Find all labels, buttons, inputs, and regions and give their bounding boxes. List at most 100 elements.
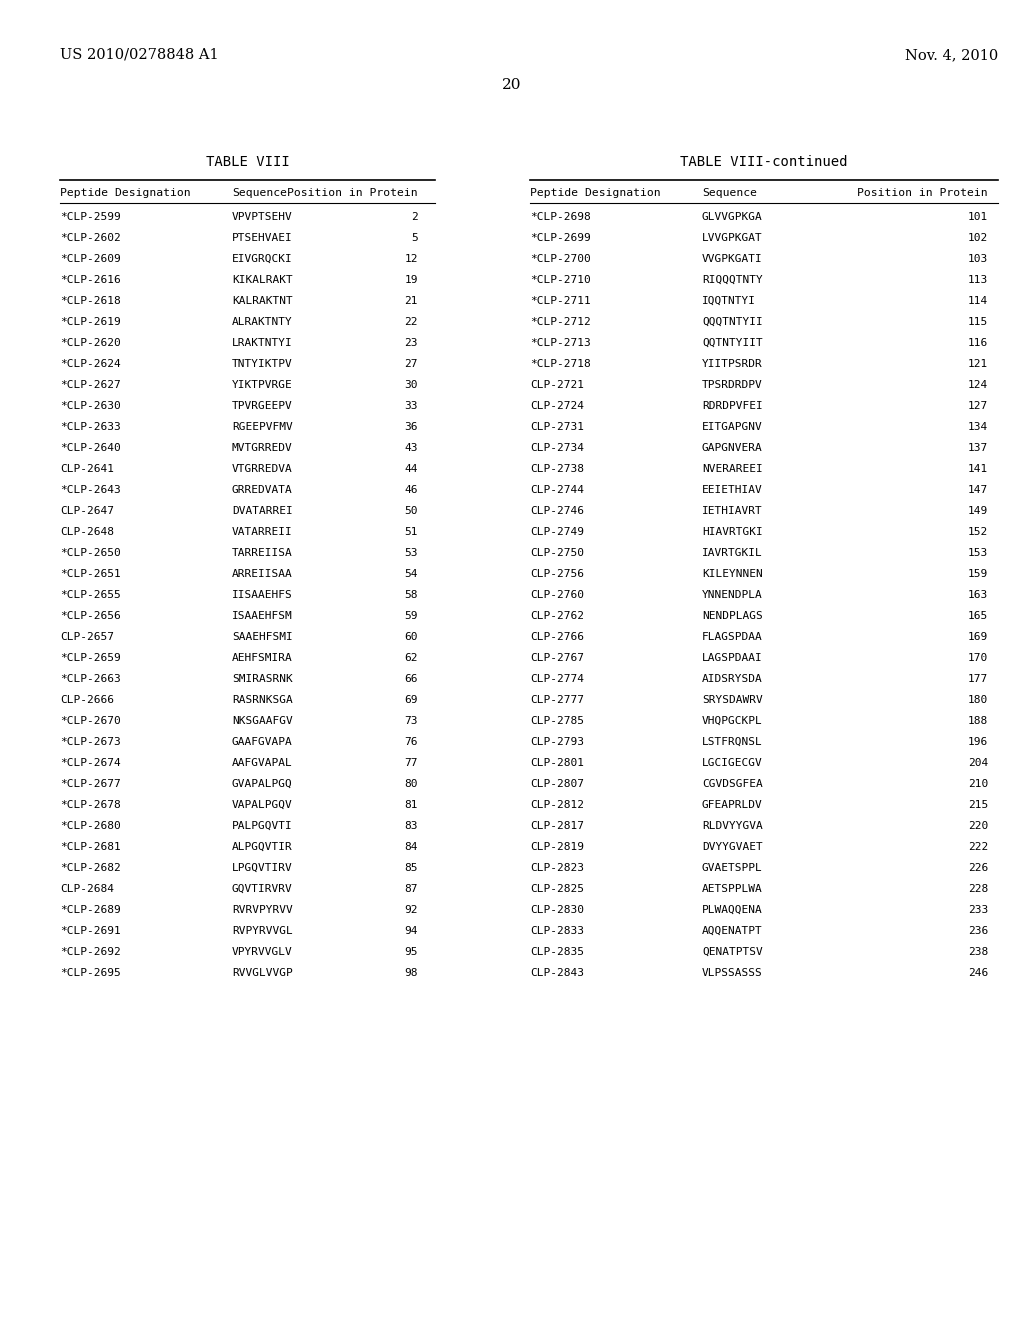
Text: 36: 36 xyxy=(404,422,418,432)
Text: CLP-2833: CLP-2833 xyxy=(530,927,584,936)
Text: 177: 177 xyxy=(968,675,988,684)
Text: 121: 121 xyxy=(968,359,988,370)
Text: *CLP-2650: *CLP-2650 xyxy=(60,548,121,558)
Text: 83: 83 xyxy=(404,821,418,832)
Text: PTSEHVAEI: PTSEHVAEI xyxy=(232,234,293,243)
Text: CLP-2774: CLP-2774 xyxy=(530,675,584,684)
Text: 30: 30 xyxy=(404,380,418,389)
Text: TARREIISA: TARREIISA xyxy=(232,548,293,558)
Text: CLP-2647: CLP-2647 xyxy=(60,506,114,516)
Text: DVATARREI: DVATARREI xyxy=(232,506,293,516)
Text: PALPGQVTI: PALPGQVTI xyxy=(232,821,293,832)
Text: GQVTIRVRV: GQVTIRVRV xyxy=(232,884,293,894)
Text: ALPGQVTIR: ALPGQVTIR xyxy=(232,842,293,851)
Text: SMIRASRNK: SMIRASRNK xyxy=(232,675,293,684)
Text: VPYRVVGLV: VPYRVVGLV xyxy=(232,946,293,957)
Text: 12: 12 xyxy=(404,253,418,264)
Text: RGEEPVFMV: RGEEPVFMV xyxy=(232,422,293,432)
Text: *CLP-2718: *CLP-2718 xyxy=(530,359,591,370)
Text: FLAGSPDAA: FLAGSPDAA xyxy=(702,632,763,642)
Text: RVVGLVVGP: RVVGLVVGP xyxy=(232,968,293,978)
Text: *CLP-2602: *CLP-2602 xyxy=(60,234,121,243)
Text: 236: 236 xyxy=(968,927,988,936)
Text: YIKTPVRGE: YIKTPVRGE xyxy=(232,380,293,389)
Text: 159: 159 xyxy=(968,569,988,579)
Text: *CLP-2692: *CLP-2692 xyxy=(60,946,121,957)
Text: CLP-2801: CLP-2801 xyxy=(530,758,584,768)
Text: VVGPKGATI: VVGPKGATI xyxy=(702,253,763,264)
Text: CLP-2823: CLP-2823 xyxy=(530,863,584,873)
Text: 92: 92 xyxy=(404,906,418,915)
Text: 87: 87 xyxy=(404,884,418,894)
Text: CLP-2750: CLP-2750 xyxy=(530,548,584,558)
Text: *CLP-2659: *CLP-2659 xyxy=(60,653,121,663)
Text: RASRNKSGA: RASRNKSGA xyxy=(232,696,293,705)
Text: 170: 170 xyxy=(968,653,988,663)
Text: *CLP-2620: *CLP-2620 xyxy=(60,338,121,348)
Text: LSTFRQNSL: LSTFRQNSL xyxy=(702,737,763,747)
Text: 210: 210 xyxy=(968,779,988,789)
Text: CLP-2830: CLP-2830 xyxy=(530,906,584,915)
Text: RIQQQTNTY: RIQQQTNTY xyxy=(702,275,763,285)
Text: 59: 59 xyxy=(404,611,418,620)
Text: 77: 77 xyxy=(404,758,418,768)
Text: 58: 58 xyxy=(404,590,418,601)
Text: *CLP-2689: *CLP-2689 xyxy=(60,906,121,915)
Text: 222: 222 xyxy=(968,842,988,851)
Text: *CLP-2680: *CLP-2680 xyxy=(60,821,121,832)
Text: *CLP-2682: *CLP-2682 xyxy=(60,863,121,873)
Text: VAPALPGQV: VAPALPGQV xyxy=(232,800,293,810)
Text: 165: 165 xyxy=(968,611,988,620)
Text: LRAKTNTYI: LRAKTNTYI xyxy=(232,338,293,348)
Text: 102: 102 xyxy=(968,234,988,243)
Text: CLP-2746: CLP-2746 xyxy=(530,506,584,516)
Text: 153: 153 xyxy=(968,548,988,558)
Text: CLP-2724: CLP-2724 xyxy=(530,401,584,411)
Text: 101: 101 xyxy=(968,213,988,222)
Text: VHQPGCKPL: VHQPGCKPL xyxy=(702,715,763,726)
Text: Peptide Designation: Peptide Designation xyxy=(530,187,660,198)
Text: 66: 66 xyxy=(404,675,418,684)
Text: GVAPALPGQ: GVAPALPGQ xyxy=(232,779,293,789)
Text: *CLP-2711: *CLP-2711 xyxy=(530,296,591,306)
Text: 113: 113 xyxy=(968,275,988,285)
Text: YNNENDPLA: YNNENDPLA xyxy=(702,590,763,601)
Text: EITGAPGNV: EITGAPGNV xyxy=(702,422,763,432)
Text: CLP-2793: CLP-2793 xyxy=(530,737,584,747)
Text: 149: 149 xyxy=(968,506,988,516)
Text: 51: 51 xyxy=(404,527,418,537)
Text: CLP-2819: CLP-2819 xyxy=(530,842,584,851)
Text: RVPYRVVGL: RVPYRVVGL xyxy=(232,927,293,936)
Text: MVTGRREDV: MVTGRREDV xyxy=(232,444,293,453)
Text: CLP-2777: CLP-2777 xyxy=(530,696,584,705)
Text: NVERAREEI: NVERAREEI xyxy=(702,465,763,474)
Text: 215: 215 xyxy=(968,800,988,810)
Text: NKSGAAFGV: NKSGAAFGV xyxy=(232,715,293,726)
Text: 54: 54 xyxy=(404,569,418,579)
Text: NENDPLAGS: NENDPLAGS xyxy=(702,611,763,620)
Text: EEIETHIAV: EEIETHIAV xyxy=(702,484,763,495)
Text: US 2010/0278848 A1: US 2010/0278848 A1 xyxy=(60,48,219,62)
Text: CLP-2684: CLP-2684 xyxy=(60,884,114,894)
Text: CLP-2731: CLP-2731 xyxy=(530,422,584,432)
Text: 98: 98 xyxy=(404,968,418,978)
Text: *CLP-2674: *CLP-2674 xyxy=(60,758,121,768)
Text: 196: 196 xyxy=(968,737,988,747)
Text: CLP-2641: CLP-2641 xyxy=(60,465,114,474)
Text: *CLP-2681: *CLP-2681 xyxy=(60,842,121,851)
Text: 5: 5 xyxy=(412,234,418,243)
Text: *CLP-2673: *CLP-2673 xyxy=(60,737,121,747)
Text: 60: 60 xyxy=(404,632,418,642)
Text: CLP-2648: CLP-2648 xyxy=(60,527,114,537)
Text: 44: 44 xyxy=(404,465,418,474)
Text: RLDVYYGVA: RLDVYYGVA xyxy=(702,821,763,832)
Text: GRREDVATA: GRREDVATA xyxy=(232,484,293,495)
Text: CLP-2785: CLP-2785 xyxy=(530,715,584,726)
Text: ARREIISAA: ARREIISAA xyxy=(232,569,293,579)
Text: QQQTNTYII: QQQTNTYII xyxy=(702,317,763,327)
Text: 84: 84 xyxy=(404,842,418,851)
Text: 226: 226 xyxy=(968,863,988,873)
Text: GAPGNVERA: GAPGNVERA xyxy=(702,444,763,453)
Text: TABLE VIII: TABLE VIII xyxy=(206,154,290,169)
Text: GAAFGVAPA: GAAFGVAPA xyxy=(232,737,293,747)
